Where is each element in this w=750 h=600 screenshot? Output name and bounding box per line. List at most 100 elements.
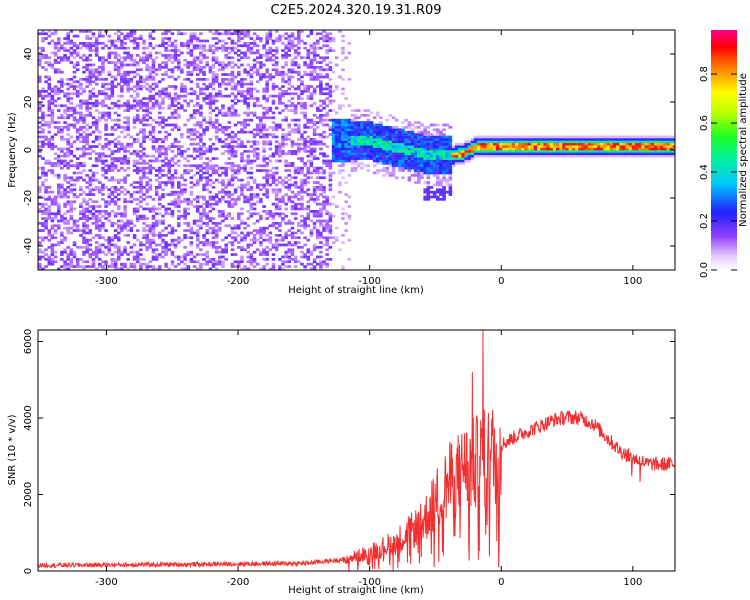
heatmap-cell — [180, 255, 184, 259]
heatmap-cell — [205, 200, 209, 204]
heatmap-cell — [420, 171, 424, 175]
heatmap-cell — [145, 56, 149, 60]
heatmap-cell — [366, 145, 371, 148]
heatmap-cell — [255, 183, 260, 187]
heatmap-cell — [297, 150, 301, 153]
heatmap-cell — [88, 44, 93, 48]
heatmap-cell — [104, 210, 108, 213]
heatmap-cell — [274, 135, 279, 139]
heatmap-cell — [284, 152, 288, 156]
heatmap-cell — [334, 238, 339, 242]
heatmap-cell — [211, 265, 216, 268]
heatmap-cell — [214, 135, 219, 139]
heatmap-cell — [38, 255, 42, 259]
heatmap-cell — [262, 90, 266, 93]
heatmap-cell — [350, 128, 355, 132]
heatmap-cell — [104, 44, 108, 48]
heatmap-cell — [316, 61, 320, 64]
heatmap-cell — [177, 63, 181, 67]
heatmap-cell — [192, 90, 197, 93]
heatmap-cell — [246, 150, 251, 153]
heatmap-cell — [325, 39, 329, 43]
heatmap-cell — [246, 200, 251, 204]
heatmap-cell — [325, 68, 329, 72]
heatmap-cell — [243, 118, 247, 122]
heatmap-cell — [101, 162, 105, 165]
heatmap-cell — [63, 202, 67, 206]
heatmap-cell — [101, 104, 105, 108]
heatmap-cell — [129, 94, 134, 98]
heatmap-cell — [344, 138, 348, 141]
heatmap-cell — [66, 116, 70, 120]
heatmap-cell — [192, 32, 197, 36]
heatmap-cell — [50, 118, 55, 122]
heatmap-cell — [240, 123, 244, 127]
heatmap-cell — [186, 253, 191, 256]
heatmap-cell — [72, 178, 77, 182]
heatmap-cell — [177, 68, 181, 72]
heatmap-cell — [202, 162, 206, 165]
heatmap-cell — [88, 30, 93, 33]
heatmap-cell — [274, 123, 279, 127]
heatmap-cell — [325, 135, 329, 139]
heatmap-cell — [132, 152, 137, 156]
heatmap-cell — [360, 121, 364, 124]
heatmap-cell — [293, 205, 298, 208]
heatmap-cell — [195, 73, 200, 76]
heatmap-cell — [218, 255, 222, 259]
heatmap-cell — [151, 75, 156, 79]
heatmap-cell — [167, 94, 172, 98]
heatmap-cell — [436, 135, 440, 139]
heatmap-cell — [195, 66, 200, 69]
heatmap-cell — [126, 166, 130, 170]
heatmap-cell — [233, 111, 238, 115]
heatmap-cell — [66, 186, 70, 189]
heatmap-cell — [202, 198, 206, 201]
heatmap-cell — [151, 135, 156, 139]
heatmap-cell — [79, 258, 83, 261]
heatmap-cell — [328, 164, 333, 168]
heatmap-cell — [265, 193, 269, 196]
heatmap-cell — [104, 260, 108, 264]
heatmap-cell — [47, 195, 52, 199]
heatmap-cell — [224, 30, 228, 33]
heatmap-cell — [208, 123, 213, 127]
heatmap-cell — [293, 241, 298, 244]
heatmap-cell — [309, 66, 314, 69]
heatmap-cell — [271, 258, 276, 261]
heatmap-cell — [117, 99, 121, 103]
heatmap-cell — [189, 138, 194, 141]
heatmap-cell — [252, 193, 257, 196]
heatmap-cell — [123, 37, 127, 40]
heatmap-cell — [94, 186, 99, 189]
heatmap-cell — [53, 195, 58, 199]
heatmap-cell — [183, 78, 187, 81]
heatmap-cell — [281, 92, 285, 96]
heatmap-cell — [44, 135, 48, 139]
heatmap-cell — [259, 56, 263, 60]
heatmap-cell — [249, 238, 254, 242]
heatmap-cell — [224, 138, 228, 141]
heatmap-cell — [94, 42, 99, 45]
heatmap-cell — [107, 46, 112, 50]
heatmap-cell — [117, 178, 121, 182]
heatmap-cell — [177, 32, 181, 36]
heatmap-cell — [205, 169, 209, 172]
heatmap-cell — [271, 116, 276, 120]
heatmap-cell — [69, 250, 74, 254]
heatmap-cell — [154, 188, 159, 192]
heatmap-cell — [243, 78, 247, 81]
heatmap-cell — [38, 250, 42, 254]
heatmap-cell — [407, 121, 412, 124]
heatmap-cell — [271, 135, 276, 139]
heatmap-cell — [132, 181, 137, 184]
heatmap-cell — [297, 236, 301, 240]
heatmap-cell — [214, 46, 219, 50]
heatmap-cell — [161, 159, 165, 163]
heatmap-cell — [407, 142, 412, 146]
heatmap-cell — [202, 188, 206, 192]
heatmap-cell — [75, 92, 80, 96]
heatmap-cell — [309, 154, 314, 158]
heatmap-cell — [101, 66, 105, 69]
heatmap-cell — [417, 181, 421, 184]
